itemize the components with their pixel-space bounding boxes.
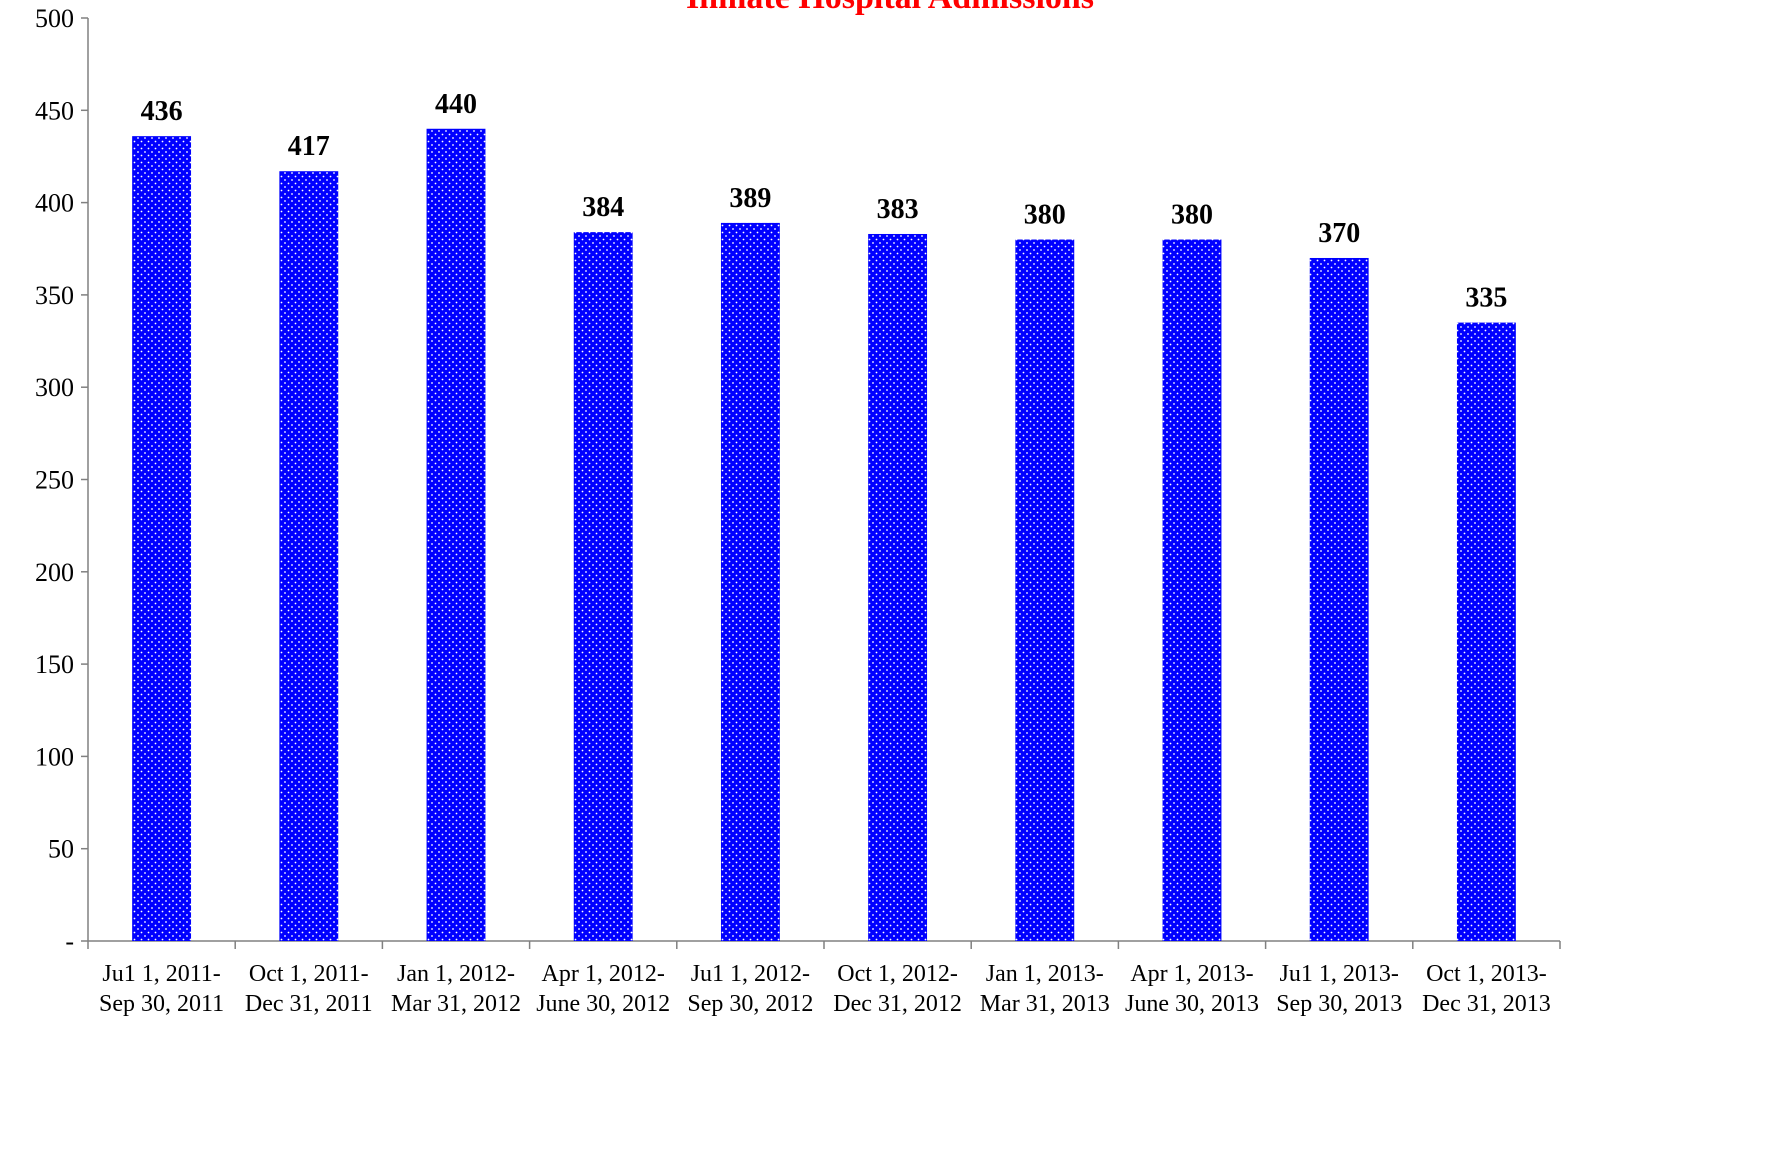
y-tick-label: 450 — [35, 96, 74, 125]
bar — [1456, 322, 1516, 942]
data-label: 417 — [288, 131, 330, 162]
y-tick-label: 500 — [35, 4, 74, 33]
x-tick-label: Oct 1, 2012- — [837, 961, 958, 987]
data-label: 440 — [435, 89, 477, 120]
x-tick-label: Apr 1, 2012- — [542, 961, 665, 987]
x-tick-label: Apr 1, 2013- — [1130, 961, 1253, 987]
bar — [1162, 239, 1222, 941]
data-label: 384 — [582, 192, 624, 223]
x-tick-label: Ju1 1, 2013- — [1280, 961, 1399, 987]
x-tick-label: Ju1 1, 2011- — [102, 961, 220, 987]
bar — [720, 222, 780, 941]
axes: - 50 100 150 200 250 300 350 400 450 500 Ju1 1, 201… — [35, 4, 1561, 1017]
data-label: 370 — [1318, 218, 1360, 249]
data-label: 436 — [141, 96, 183, 127]
x-tick-label: Oct 1, 2011- — [249, 961, 369, 987]
x-tick-label: Jan 1, 2013- — [986, 961, 1104, 987]
y-tick-label: 400 — [35, 189, 74, 218]
y-tick-label: 350 — [35, 281, 74, 310]
x-tick-label: June 30, 2013 — [1125, 991, 1259, 1017]
y-tick-label: 250 — [35, 466, 74, 495]
x-tick-label: Ju1 1, 2012- — [691, 961, 810, 987]
bar — [573, 232, 633, 942]
data-label: 380 — [1171, 200, 1213, 231]
x-tick-label: Sep 30, 2013 — [1276, 991, 1402, 1017]
y-tick-label: 200 — [35, 558, 74, 587]
data-label: 380 — [1024, 200, 1066, 231]
bar — [426, 128, 486, 941]
bar — [1015, 239, 1075, 941]
x-tick-label: Oct 1, 2013- — [1426, 961, 1547, 987]
bar — [1309, 257, 1369, 942]
bars — [132, 128, 1516, 942]
bar — [132, 136, 192, 942]
x-tick-label: Dec 31, 2011 — [245, 991, 373, 1017]
y-tick-label: 50 — [48, 835, 74, 864]
chart-title: Inmate Hospital Admissions — [686, 0, 1094, 16]
x-tick-label: Dec 31, 2013 — [1422, 991, 1551, 1017]
data-label: 389 — [729, 183, 771, 214]
data-label: 335 — [1465, 283, 1507, 314]
x-tick-label: Sep 30, 2012 — [687, 991, 813, 1017]
y-tick-label: - — [65, 927, 74, 956]
x-tick-label: Sep 30, 2011 — [99, 991, 224, 1017]
data-labels: 436 417 440 384 389 383 380 380 370 335 — [141, 89, 1508, 314]
y-tick-label: 100 — [35, 742, 74, 771]
y-tick-label: 300 — [35, 373, 74, 402]
data-label: 383 — [877, 194, 919, 225]
x-tick-label: Mar 31, 2013 — [980, 991, 1110, 1017]
y-tick-label: 150 — [35, 650, 74, 679]
bar — [868, 233, 928, 941]
x-tick-label: June 30, 2012 — [536, 991, 670, 1017]
x-tick-label: Mar 31, 2012 — [391, 991, 521, 1017]
x-tick-label: Jan 1, 2012- — [397, 961, 515, 987]
bar — [279, 171, 339, 941]
x-tick-label: Dec 31, 2012 — [833, 991, 962, 1017]
